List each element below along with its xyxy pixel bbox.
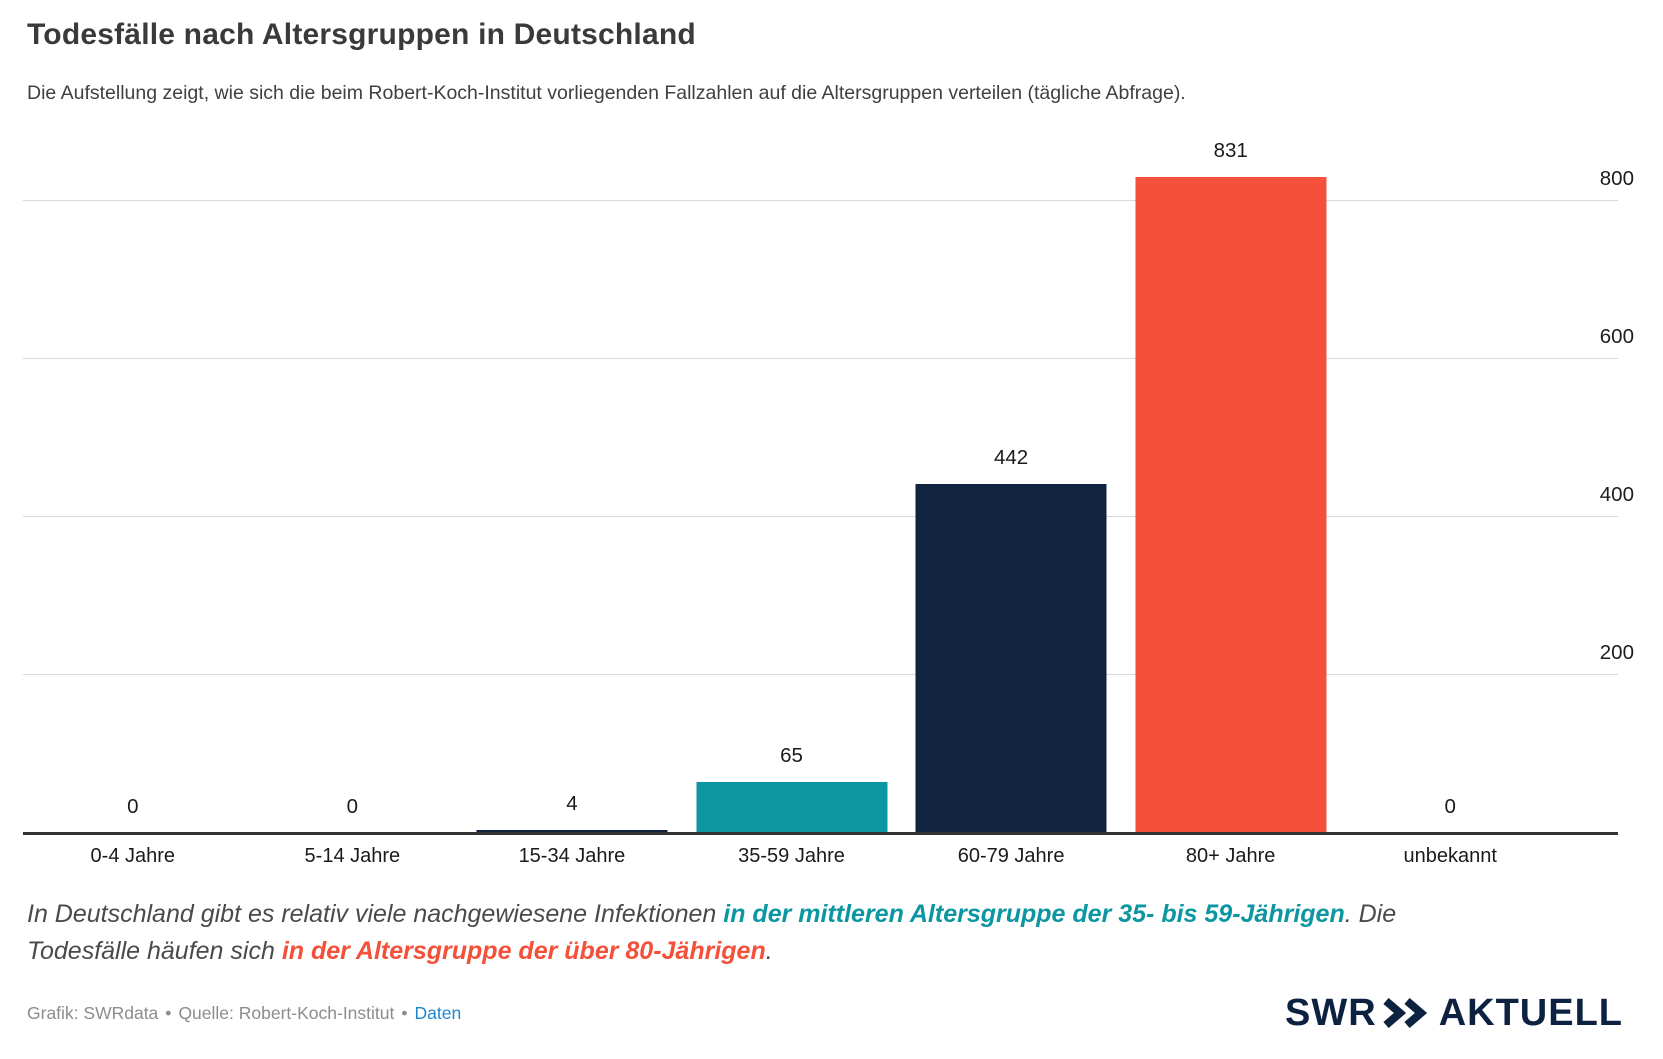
bar-column: 0 (1340, 145, 1560, 833)
category-label: 0-4 Jahre (90, 845, 176, 867)
footer: Grafik: SWRdata • Quelle: Robert-Koch-Inst… (27, 994, 1623, 1032)
page-title: Todesfälle nach Altersgruppen in Deutsch… (27, 18, 696, 51)
credit-line: Grafik: SWRdata • Quelle: Robert-Koch-Inst… (27, 1003, 461, 1024)
y-axis-label: 800 (1599, 167, 1634, 190)
bar-column: 4 (462, 145, 682, 833)
swr-aktuell-logo: SWR AKTUELL (1285, 994, 1623, 1032)
y-axis-label: 600 (1599, 325, 1634, 348)
y-axis-label: 200 (1599, 641, 1634, 664)
credit-quelle: Quelle: Robert-Koch-Institut (178, 1002, 395, 1023)
annotation-highlight: in der mittleren Altersgruppe der 35- bi… (723, 900, 1345, 928)
bar (696, 781, 888, 833)
bar-column: 0 (243, 145, 463, 833)
annotation-line: Todesfälle häufen sich in der Altersgrup… (27, 933, 1587, 970)
annotation-text: In Deutschland gibt es relativ viele nac… (27, 900, 724, 928)
value-label: 0 (1444, 795, 1456, 818)
credit-separator: • (401, 1002, 408, 1023)
annotation-text: . Die (1344, 900, 1397, 928)
bar-column: 442 (901, 145, 1121, 833)
chart-annotation: In Deutschland gibt es relativ viele nac… (27, 896, 1587, 970)
category-label: unbekannt (1403, 845, 1497, 867)
category-label: 5-14 Jahre (304, 845, 401, 867)
page-subtitle: Die Aufstellung zeigt, wie sich die beim… (27, 82, 1186, 104)
double-chevron-icon (1383, 998, 1429, 1028)
value-label: 0 (127, 795, 139, 818)
gridline (23, 358, 1618, 359)
bar (1135, 176, 1327, 833)
x-axis-line (23, 832, 1618, 835)
gridline (23, 516, 1618, 517)
annotation-line: In Deutschland gibt es relativ viele nac… (27, 896, 1587, 933)
bar (915, 483, 1107, 833)
category-label: 15-34 Jahre (518, 845, 626, 867)
category-label: 80+ Jahre (1185, 845, 1276, 867)
value-label: 4 (566, 791, 578, 815)
category-label: 35-59 Jahre (738, 845, 845, 867)
credit-separator: • (165, 1002, 172, 1023)
daten-link[interactable]: Daten (414, 1002, 462, 1023)
y-axis-label: 400 (1599, 483, 1634, 506)
value-label: 442 (993, 445, 1029, 469)
annotation-text: Todesfälle häufen sich (27, 937, 282, 965)
annotation-text: . (765, 937, 773, 965)
bars-container: 0 0 4 65 442 831 0 (23, 139, 1560, 833)
value-label: 0 (346, 795, 359, 818)
bar-column: 0 (23, 145, 243, 833)
value-label: 831 (1213, 138, 1248, 162)
annotation-highlight: in der Altersgruppe der über 80-Jährigen (281, 937, 766, 965)
logo-swr-text: SWR (1285, 992, 1377, 1034)
logo-aktuell-text: AKTUELL (1438, 992, 1623, 1034)
gridline (23, 200, 1618, 201)
value-label: 65 (780, 743, 803, 767)
credit-grafik: Grafik: SWRdata (27, 1002, 159, 1023)
bar-column: 65 (682, 145, 902, 833)
category-label: 60-79 Jahre (957, 845, 1065, 867)
bar-column: 831 (1121, 139, 1341, 833)
gridline (23, 674, 1618, 675)
bar (476, 829, 668, 833)
chart-area: 200 400 600 800 0 0 4 65 442 831 0 (23, 139, 1634, 835)
x-axis-labels: 0-4 Jahre 5-14 Jahre 15-34 Jahre 35-59 Jahr… (23, 845, 1560, 868)
